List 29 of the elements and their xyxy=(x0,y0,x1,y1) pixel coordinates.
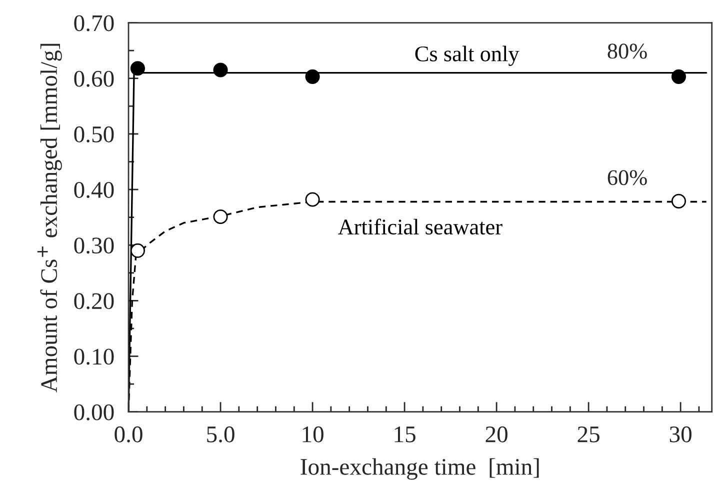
x-tick-label: 25 xyxy=(578,426,600,442)
point xyxy=(130,243,146,258)
series-label: Cs salt only xyxy=(415,46,520,66)
point xyxy=(671,194,686,208)
point xyxy=(213,62,228,78)
point xyxy=(305,192,320,207)
point xyxy=(671,69,686,84)
x-tick-label: 20 xyxy=(486,426,508,442)
y-tick-label: 0.10 xyxy=(74,348,114,365)
x-tick-label: 15 xyxy=(394,426,416,442)
annotation: 60% xyxy=(608,170,647,186)
x-tick-label: 5.0 xyxy=(207,426,234,442)
y-tick-label: 0.70 xyxy=(74,15,114,32)
x-axis-title: Ion-exchange time [min] xyxy=(300,458,539,480)
x-tick-label: 0.0 xyxy=(114,426,142,442)
x-tick-label: 30 xyxy=(670,426,692,442)
point xyxy=(213,209,228,224)
annotation: 80% xyxy=(608,44,647,59)
x-tick-label: 10 xyxy=(302,426,324,442)
series-label: Artificial seawater xyxy=(338,218,502,235)
y-tick-label: 0.30 xyxy=(74,238,114,254)
y-tick-label: 0.20 xyxy=(74,293,114,310)
y-tick-label: 0.60 xyxy=(74,70,114,87)
point xyxy=(130,61,146,76)
y-tick-label: 0.40 xyxy=(74,182,114,198)
y-tick-label: 0.00 xyxy=(74,404,114,420)
point xyxy=(305,69,320,84)
y-axis-title: Amount of Cs$^{+}$ exchanged [mmol/g] xyxy=(37,44,62,392)
y-tick-label: 0.50 xyxy=(74,126,114,142)
